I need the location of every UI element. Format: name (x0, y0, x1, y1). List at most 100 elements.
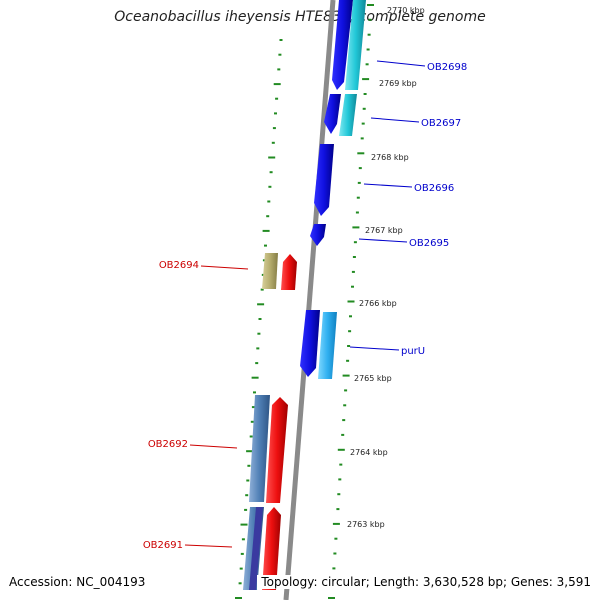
gene-ob2698-arrow[interactable] (332, 0, 353, 90)
minor-tick (355, 211, 359, 214)
leader-ob2696 (363, 183, 413, 188)
kbp-label: 2768 kbp (371, 153, 409, 162)
major-tick (257, 303, 265, 306)
gene-label-purU[interactable]: purU (401, 346, 425, 357)
leader-ob2698 (376, 60, 426, 67)
minor-tick (332, 567, 336, 570)
kbp-scale-labels: 2770 kbp 2769 kbp 2768 kbp 2767 kbp 2766… (347, 6, 425, 529)
minor-tick (356, 196, 360, 199)
minor-tick (333, 552, 337, 555)
minor-tick (353, 241, 357, 244)
minor-tick (348, 330, 352, 333)
gene-ob2697-arrow[interactable] (324, 94, 341, 134)
major-tick (235, 597, 242, 599)
minor-tick (251, 406, 255, 409)
gene-label-ob2695[interactable]: OB2695 (409, 238, 449, 249)
kbp-label: 2765 kbp (354, 374, 392, 383)
minor-tick (268, 185, 272, 188)
gene-ob2694-tan-arrow[interactable] (262, 253, 278, 289)
minor-tick (347, 345, 351, 347)
minor-tick (368, 18, 372, 21)
major-tick (251, 376, 259, 379)
gene-ob2691-arrow[interactable] (262, 507, 281, 590)
gene-ob2692-steel-arrow[interactable] (249, 395, 270, 502)
major-tick (357, 152, 365, 155)
major-tick (268, 156, 276, 159)
minor-tick (277, 68, 281, 71)
minor-tick (245, 494, 249, 497)
minor-tick (257, 332, 261, 335)
gene-purU-lightblue-arrow[interactable] (318, 312, 337, 379)
scale-ticks-left (235, 39, 283, 599)
gene-ob2691-navy-arrow[interactable] (249, 507, 263, 590)
gene-ob2695-arrow[interactable] (310, 224, 326, 246)
scale-ticks-right (328, 4, 374, 599)
minor-tick (255, 362, 259, 365)
kbp-label: 2770 kbp (387, 6, 425, 15)
major-tick (367, 4, 374, 6)
major-tick (240, 523, 248, 526)
minor-tick (278, 53, 282, 56)
minor-tick (244, 508, 248, 511)
minor-tick (351, 285, 354, 288)
minor-tick (349, 315, 352, 318)
gene-label-ob2696[interactable]: OB2696 (414, 183, 454, 194)
major-tick (362, 78, 370, 81)
major-tick (246, 450, 254, 453)
major-tick (262, 229, 270, 232)
minor-tick (341, 433, 345, 436)
gene-label-ob2691[interactable]: OB2691 (143, 540, 183, 551)
kbp-label: 2766 kbp (359, 299, 397, 308)
kbp-label: 2763 kbp (347, 520, 385, 529)
gene-ob2694-arrow[interactable] (281, 254, 297, 290)
map-title: Oceanobacillus iheyensis HTE831, complet… (114, 9, 486, 25)
gene-purU-arrow[interactable] (300, 310, 320, 377)
minor-tick (338, 478, 342, 481)
minor-tick (246, 479, 250, 482)
minor-tick (279, 39, 283, 41)
gene-label-ob2698[interactable]: OB2698 (427, 62, 467, 73)
gene-ob2696-arrow[interactable] (314, 144, 334, 216)
minor-tick (269, 171, 273, 174)
minor-tick (343, 404, 347, 407)
minor-tick (360, 137, 364, 140)
leader-ob2695 (358, 238, 408, 243)
gene-ob2698-cyan-arrow[interactable] (345, 0, 366, 90)
gene-label-ob2692[interactable]: OB2692 (148, 439, 188, 450)
gene-ob2692-arrow[interactable] (266, 397, 288, 503)
minor-tick (358, 167, 362, 170)
minor-tick (250, 420, 254, 423)
topology-text: Topology: circular; Length: 3,630,528 bp… (257, 575, 591, 589)
gene-labels: OB2698 OB2697 OB2696 OB2695 purU OB2694 … (143, 62, 467, 551)
accession-text: Accession: NC_004193 (9, 575, 146, 589)
minor-tick (241, 538, 245, 541)
gene-ob2697-cyan-arrow[interactable] (339, 94, 357, 136)
minor-tick (239, 567, 243, 570)
leader-ob2692 (189, 444, 238, 449)
minor-tick (238, 582, 242, 585)
minor-tick (258, 318, 262, 320)
minor-tick (249, 435, 253, 438)
gene-arrows-left (243, 253, 297, 590)
minor-tick (240, 552, 244, 555)
minor-tick (266, 215, 270, 218)
minor-tick (344, 389, 348, 392)
minor-tick (361, 122, 365, 125)
minor-tick (351, 270, 355, 273)
minor-tick (267, 200, 271, 203)
minor-tick (256, 347, 260, 350)
minor-tick (260, 288, 264, 291)
minor-tick (264, 244, 267, 247)
gene-label-ob2697[interactable]: OB2697 (421, 118, 461, 129)
major-tick (352, 226, 360, 229)
minor-tick (346, 359, 350, 362)
leader-ob2694 (200, 265, 249, 270)
major-tick (347, 300, 355, 303)
major-tick (328, 597, 335, 599)
gene-label-leaders (184, 60, 426, 548)
minor-tick (365, 63, 369, 66)
minor-tick (352, 256, 356, 258)
minor-tick (339, 463, 343, 466)
gene-label-ob2694[interactable]: OB2694 (159, 260, 199, 271)
